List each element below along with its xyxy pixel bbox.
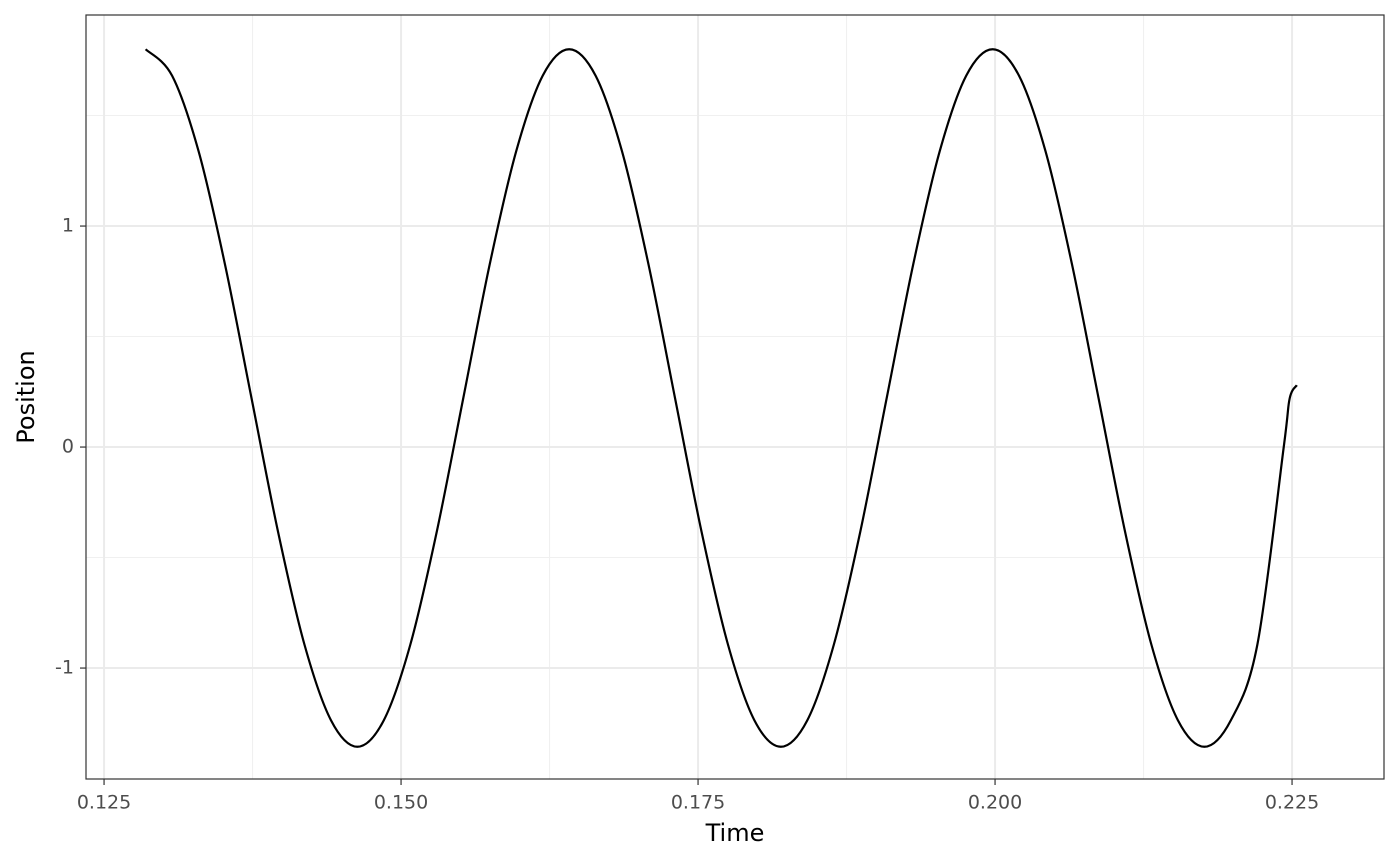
x-tick-label: 0.125 (77, 792, 131, 814)
x-tick-label: 0.150 (374, 792, 428, 814)
x-tick-label: 0.225 (1265, 792, 1319, 814)
x-tick-label: 0.175 (671, 792, 725, 814)
y-tick-label: 1 (62, 215, 74, 237)
y-tick-label: -1 (55, 657, 74, 679)
plot-border (85, 14, 1385, 780)
y-axis-title: Position (12, 350, 40, 443)
data-line (144, 48, 1298, 748)
y-tick-label: 0 (62, 436, 74, 458)
x-axis-title: Time (705, 819, 765, 847)
x-tick-label: 0.200 (968, 792, 1022, 814)
plot-background (86, 15, 1384, 779)
